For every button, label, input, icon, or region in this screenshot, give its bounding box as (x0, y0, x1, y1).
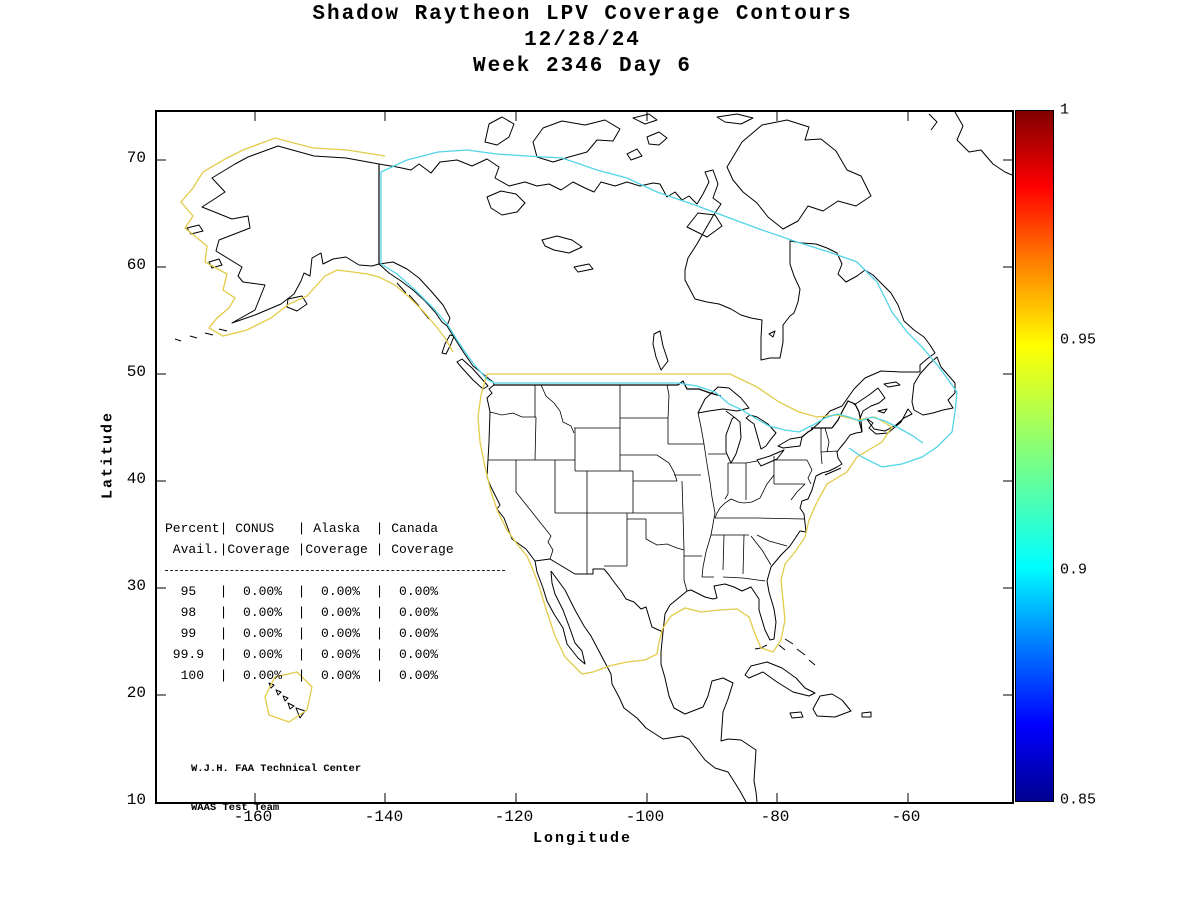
gaspe-new-brunswick (853, 387, 886, 433)
contour-090-layer (380, 149, 958, 468)
greenland-fragment (928, 112, 1012, 176)
map-plot: Percent| CONUS | Alaska | Canada Avail.|… (155, 110, 1014, 814)
y-tick-label: 30 (126, 577, 146, 595)
colorbar-tick-label: 1 (1060, 101, 1070, 119)
us-mexico-border (534, 558, 664, 633)
contour-095-hawaii (264, 671, 313, 723)
anticosti-island (883, 381, 901, 388)
canada-mainland-hudson-bay (378, 158, 936, 431)
gulf-atlantic-coast (662, 431, 863, 641)
contour-090-west (380, 172, 924, 444)
cuba (744, 661, 816, 697)
hawaii-islands (268, 682, 306, 719)
nova-scotia (865, 408, 913, 435)
hispaniola (812, 693, 852, 718)
table-row: 98 | 0.00% | 0.00% | 0.00% (165, 605, 439, 620)
table-row: 95 | 0.00% | 0.00% | 0.00% (165, 584, 439, 599)
y-tick-label: 20 (126, 684, 146, 702)
figure-title-line2: 12/28/24 (524, 29, 641, 52)
colorbar-tick-label: 0.85 (1060, 791, 1097, 809)
colorbar-tick-label: 0.95 (1060, 331, 1097, 349)
y-axis-label: Latitude (99, 410, 117, 500)
state-boundaries (488, 384, 839, 592)
great-slave-lake (541, 235, 583, 254)
mexico-caribbean-coast (660, 631, 758, 802)
figure-title-line3: Week 2346 Day 6 (472, 55, 693, 78)
alaska-coastline (201, 145, 380, 324)
baja-california (534, 560, 586, 665)
tick-marks (157, 112, 1012, 802)
lake-michigan (725, 416, 742, 464)
figure-title-line1: Shadow Raytheon LPV Coverage Contours (312, 3, 853, 26)
x-axis-label: Longitude (532, 830, 632, 847)
y-tick-label: 60 (126, 256, 146, 274)
contour-095-alaska (180, 137, 454, 353)
belcher-islands (768, 330, 776, 338)
figure-title: Shadow Raytheon LPV Coverage Contours 12… (155, 2, 1010, 80)
x-tick-label: -160 (233, 808, 273, 826)
coverage-table: Percent| CONUS | Alaska | Canada Avail.|… (165, 518, 505, 686)
table-row: 100 | 0.00% | 0.00% | 0.00% (165, 668, 439, 683)
arctic-islands (484, 113, 754, 163)
great-bear-lake (486, 190, 526, 216)
contour-095-layer (180, 137, 893, 723)
credit-block: W.J.H. FAA Technical Center WAAS Test Te… (191, 737, 361, 841)
long-island (824, 467, 842, 476)
colorbar (1015, 110, 1054, 802)
x-tick-label: -60 (891, 808, 921, 826)
lake-winnipeg (652, 330, 669, 371)
newfoundland (911, 356, 956, 416)
x-tick-label: -80 (760, 808, 790, 826)
vancouver-island (456, 358, 489, 390)
credit-line1: W.J.H. FAA Technical Center (191, 763, 362, 775)
lake-layer (486, 190, 803, 467)
bahamas (778, 638, 816, 666)
table-header-line2: Avail.|Coverage |Coverage | Coverage (165, 542, 454, 557)
x-tick-label: -120 (494, 808, 534, 826)
mexico-pacific-coast (550, 570, 747, 802)
table-header-line1: Percent| CONUS | Alaska | Canada (165, 521, 439, 536)
contour-095-conus (477, 373, 893, 675)
jamaica (789, 711, 804, 719)
credit-line2: WAAS Test Team (191, 802, 280, 814)
aleutian-islands (174, 328, 228, 342)
state-boundary-layer (488, 384, 839, 592)
x-tick-label: -100 (625, 808, 665, 826)
axis-tick-marks (157, 112, 1012, 802)
border-49th-parallel (494, 380, 722, 397)
lake-ontario (777, 436, 803, 449)
puerto-rico (861, 711, 872, 718)
y-tick-label: 50 (126, 363, 146, 381)
y-tick-label: 10 (126, 791, 146, 809)
alaska-panhandle (378, 261, 451, 327)
lake-huron (745, 414, 777, 450)
prince-edward-island (877, 408, 888, 414)
table-row: 99 | 0.00% | 0.00% | 0.00% (165, 626, 439, 641)
coastline-layer (174, 112, 1012, 802)
colorbar-tick-label: 0.9 (1060, 561, 1088, 579)
table-row: 99.9 | 0.00% | 0.00% | 0.00% (165, 647, 439, 662)
y-tick-label: 70 (126, 149, 146, 167)
x-tick-label: -140 (364, 808, 404, 826)
y-tick-label: 40 (126, 470, 146, 488)
national-border-layer (378, 164, 863, 438)
baffin-island (726, 119, 872, 230)
lake-erie (756, 449, 785, 467)
table-separator (165, 570, 505, 571)
north-america-map (157, 112, 1012, 802)
contour-090-outer (380, 149, 958, 468)
southampton-island (686, 212, 723, 238)
lake-athabasca (573, 263, 594, 273)
